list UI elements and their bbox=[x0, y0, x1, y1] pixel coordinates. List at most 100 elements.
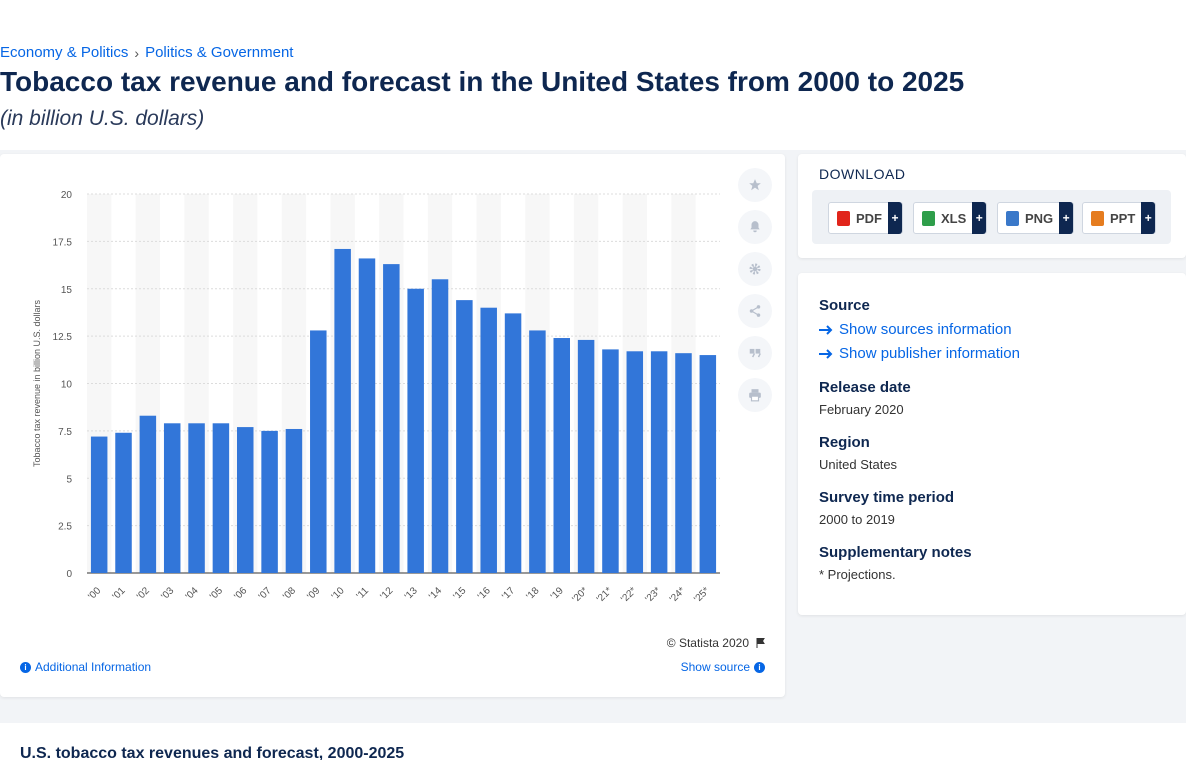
breadcrumb-economy-politics[interactable]: Economy & Politics bbox=[0, 44, 129, 61]
bar[interactable] bbox=[285, 428, 303, 573]
bar[interactable] bbox=[212, 423, 230, 573]
release-date-heading: Release date bbox=[819, 379, 911, 396]
download-pdf-label: PDF bbox=[856, 210, 882, 226]
download-ppt-button[interactable]: PPT + bbox=[1082, 202, 1157, 234]
bar-chart: 0 2.5 5 7.5 10 12.5 15 17.5 20 Tobacco tax revenu… bbox=[32, 190, 720, 605]
share-button[interactable] bbox=[738, 294, 772, 328]
plus-icon: + bbox=[972, 202, 987, 234]
supplementary-notes-value: * Projections. bbox=[819, 567, 896, 582]
download-xls-label: XLS bbox=[941, 210, 967, 226]
x-tick-label: '18 bbox=[525, 585, 542, 602]
bar[interactable] bbox=[163, 423, 181, 573]
bar[interactable] bbox=[139, 415, 157, 573]
info-icon: i bbox=[754, 661, 765, 673]
notification-button[interactable] bbox=[738, 210, 772, 244]
print-button[interactable] bbox=[738, 378, 772, 412]
y-tick-label: 15 bbox=[61, 285, 73, 296]
y-tick-label: 7.5 bbox=[58, 427, 72, 438]
show-sources-link[interactable]: Show sources information bbox=[819, 321, 1012, 338]
info-card: Source Show sources information Show pub… bbox=[798, 273, 1186, 615]
bar[interactable] bbox=[90, 436, 108, 573]
bar[interactable] bbox=[504, 313, 522, 573]
png-file-icon bbox=[1006, 210, 1019, 226]
download-card: DOWNLOAD PDF + XLS + PNG + PPT + bbox=[798, 154, 1186, 258]
arrow-right-icon bbox=[819, 324, 833, 335]
header-area: Economy & Politics › Politics & Governme… bbox=[0, 0, 1186, 150]
y-tick-label: 20 bbox=[61, 190, 73, 201]
x-tick-label: '19 bbox=[549, 585, 566, 602]
y-tick-label: 5 bbox=[66, 474, 72, 485]
bar[interactable] bbox=[577, 339, 595, 573]
bar[interactable] bbox=[699, 355, 717, 573]
additional-information-link[interactable]: i Additional Information bbox=[20, 660, 151, 674]
bar[interactable] bbox=[650, 351, 668, 573]
download-pdf-button[interactable]: PDF + bbox=[828, 202, 903, 234]
x-tick-label: '16 bbox=[476, 585, 493, 602]
x-tick-label: '24* bbox=[668, 585, 688, 605]
x-tick-label: '03 bbox=[159, 585, 176, 602]
bar[interactable] bbox=[383, 264, 400, 573]
bar[interactable] bbox=[553, 338, 571, 573]
bar[interactable] bbox=[310, 330, 327, 573]
info-icon: i bbox=[20, 661, 31, 673]
bar[interactable] bbox=[480, 307, 497, 573]
bar[interactable] bbox=[188, 423, 205, 573]
bar[interactable] bbox=[602, 349, 619, 573]
region-heading: Region bbox=[819, 434, 870, 451]
x-tick-label: '00 bbox=[86, 585, 103, 602]
gear-icon bbox=[749, 263, 761, 275]
x-tick-label: '10 bbox=[330, 585, 347, 602]
bar[interactable] bbox=[675, 353, 692, 573]
x-tick-label: '05 bbox=[208, 585, 225, 602]
x-tick-label: '22* bbox=[619, 585, 639, 605]
favorite-button[interactable] bbox=[738, 168, 772, 202]
ppt-file-icon bbox=[1091, 210, 1104, 226]
show-publisher-link[interactable]: Show publisher information bbox=[819, 345, 1020, 362]
cite-button[interactable] bbox=[738, 336, 772, 370]
bar[interactable] bbox=[456, 300, 473, 573]
bar[interactable] bbox=[431, 279, 449, 573]
x-tick-label: '15 bbox=[451, 585, 468, 602]
supplementary-notes-heading: Supplementary notes bbox=[819, 544, 972, 561]
plus-icon: + bbox=[1059, 202, 1074, 234]
x-tick-label: '07 bbox=[257, 585, 274, 602]
show-sources-label: Show sources information bbox=[839, 321, 1012, 338]
bar[interactable] bbox=[261, 430, 278, 573]
y-axis-label: Tobacco tax revenue in billion U.S. doll… bbox=[32, 299, 42, 467]
show-source-link[interactable]: Show source i bbox=[681, 660, 765, 674]
bell-icon bbox=[750, 221, 760, 233]
chart-toolbar bbox=[738, 168, 772, 412]
bar[interactable] bbox=[407, 288, 424, 573]
y-tick-label: 10 bbox=[61, 380, 73, 391]
bar[interactable] bbox=[334, 248, 351, 573]
bar[interactable] bbox=[237, 427, 254, 573]
x-tick-label: '11 bbox=[355, 585, 372, 602]
x-tick-label: '08 bbox=[281, 585, 298, 602]
flag-icon[interactable] bbox=[755, 637, 767, 649]
bar[interactable] bbox=[115, 432, 132, 573]
y-tick-label: 0 bbox=[66, 569, 72, 580]
region-value: United States bbox=[819, 457, 898, 472]
source-heading: Source bbox=[819, 297, 870, 314]
breadcrumb-politics-government[interactable]: Politics & Government bbox=[145, 44, 294, 61]
bar[interactable] bbox=[529, 330, 546, 573]
download-png-button[interactable]: PNG + bbox=[997, 202, 1075, 234]
bar[interactable] bbox=[626, 351, 644, 573]
download-title: DOWNLOAD bbox=[819, 166, 906, 182]
y-tick-label: 12.5 bbox=[53, 332, 73, 343]
page-title: Tobacco tax revenue and forecast in the … bbox=[0, 66, 965, 97]
release-date-value: February 2020 bbox=[819, 402, 904, 417]
x-tick-label: '06 bbox=[232, 585, 249, 602]
chart-card: 0 2.5 5 7.5 10 12.5 15 17.5 20 Tobacco tax revenu… bbox=[0, 154, 785, 697]
bar[interactable] bbox=[358, 258, 376, 573]
download-xls-button[interactable]: XLS + bbox=[913, 202, 988, 234]
pdf-file-icon bbox=[837, 210, 850, 226]
download-buttons: PDF + XLS + PNG + PPT + bbox=[812, 190, 1171, 244]
show-publisher-label: Show publisher information bbox=[839, 345, 1020, 362]
x-tick-label: '02 bbox=[135, 585, 152, 602]
y-tick-label: 17.5 bbox=[53, 237, 73, 248]
star-icon bbox=[749, 179, 761, 191]
survey-period-heading: Survey time period bbox=[819, 489, 955, 506]
x-tick-label: '23* bbox=[644, 585, 664, 605]
settings-button[interactable] bbox=[738, 252, 772, 286]
